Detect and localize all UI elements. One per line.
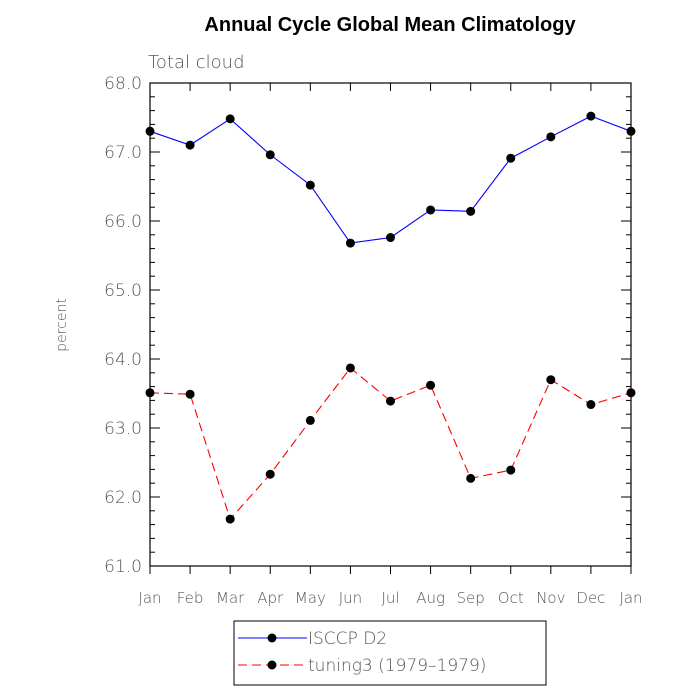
data-point bbox=[426, 380, 436, 390]
legend: ISCCP D2 tuning3 (1979–1979) bbox=[233, 620, 547, 686]
y-tick-label: 64.0 bbox=[104, 350, 142, 370]
data-point bbox=[466, 473, 476, 483]
x-tick-label: Mar bbox=[216, 589, 245, 607]
data-point bbox=[265, 150, 275, 160]
axis-ticks bbox=[149, 82, 632, 574]
data-point bbox=[466, 206, 476, 216]
x-tick-label: Dec bbox=[576, 589, 605, 607]
y-tick-label: 62.0 bbox=[104, 488, 142, 508]
data-point bbox=[586, 400, 596, 410]
x-tick-label: Oct bbox=[498, 589, 524, 607]
y-tick-labels: 61.0 62.0 63.0 64.0 65.0 66.0 67.0 68.0 bbox=[104, 74, 142, 577]
data-point bbox=[586, 111, 596, 121]
x-tick-label: Apr bbox=[257, 589, 284, 607]
y-tick-label: 67.0 bbox=[104, 143, 142, 163]
series-line bbox=[149, 367, 632, 521]
data-point bbox=[225, 114, 235, 124]
data-point bbox=[546, 132, 556, 142]
y-tick-label: 66.0 bbox=[104, 212, 142, 232]
data-point bbox=[305, 415, 315, 425]
legend-marker-tuning3 bbox=[267, 660, 277, 670]
series-0 bbox=[145, 111, 636, 248]
x-tick-label: Feb bbox=[177, 589, 204, 607]
y-tick-label: 63.0 bbox=[104, 419, 142, 439]
y-axis-label: percent bbox=[54, 298, 70, 352]
y-tick-label: 65.0 bbox=[104, 281, 142, 301]
x-tick-label: Nov bbox=[536, 589, 565, 607]
x-tick-label: Sep bbox=[457, 589, 485, 607]
legend-item-tuning3: tuning3 (1979–1979) bbox=[238, 656, 486, 676]
x-tick-labels: Jan Feb Mar Apr May Jun Jul Aug Sep Oct Nov Dec Jan bbox=[138, 589, 642, 607]
data-point bbox=[185, 140, 195, 150]
x-tick-label: Jun bbox=[339, 589, 362, 607]
data-point bbox=[145, 388, 155, 398]
data-point bbox=[265, 469, 275, 479]
data-point bbox=[185, 389, 195, 399]
y-tick-label: 68.0 bbox=[104, 74, 142, 94]
series-group bbox=[145, 111, 636, 524]
legend-item-isccp: ISCCP D2 bbox=[238, 629, 387, 649]
data-point bbox=[426, 205, 436, 215]
x-tick-label: May bbox=[295, 589, 326, 607]
data-point bbox=[345, 238, 355, 248]
x-tick-label: Jul bbox=[381, 589, 399, 607]
chart-title: Annual Cycle Global Mean Climatology bbox=[204, 14, 576, 36]
data-point bbox=[145, 126, 155, 136]
legend-box bbox=[233, 620, 547, 686]
y-tick-label: 61.0 bbox=[104, 557, 142, 577]
legend-label-tuning3: tuning3 (1979–1979) bbox=[308, 656, 486, 676]
data-point bbox=[345, 363, 355, 373]
data-point bbox=[506, 465, 516, 475]
data-point bbox=[626, 388, 636, 398]
plot-area: 61.0 62.0 63.0 64.0 65.0 66.0 67.0 68.0 Jan Feb M… bbox=[104, 74, 642, 607]
chart-subtitle: Total cloud bbox=[148, 52, 245, 73]
legend-label-isccp: ISCCP D2 bbox=[308, 629, 387, 649]
x-tick-label: Jan bbox=[619, 589, 642, 607]
data-point bbox=[305, 180, 315, 190]
data-point bbox=[506, 153, 516, 163]
series-1 bbox=[145, 363, 636, 524]
series-line bbox=[149, 115, 632, 244]
data-point bbox=[225, 514, 235, 524]
data-point bbox=[546, 375, 556, 385]
data-point bbox=[386, 233, 395, 243]
x-tick-label: Jan bbox=[138, 589, 161, 607]
legend-marker-isccp bbox=[267, 633, 277, 643]
x-tick-label: Aug bbox=[416, 589, 445, 607]
data-point bbox=[386, 396, 395, 406]
data-point bbox=[626, 126, 636, 136]
